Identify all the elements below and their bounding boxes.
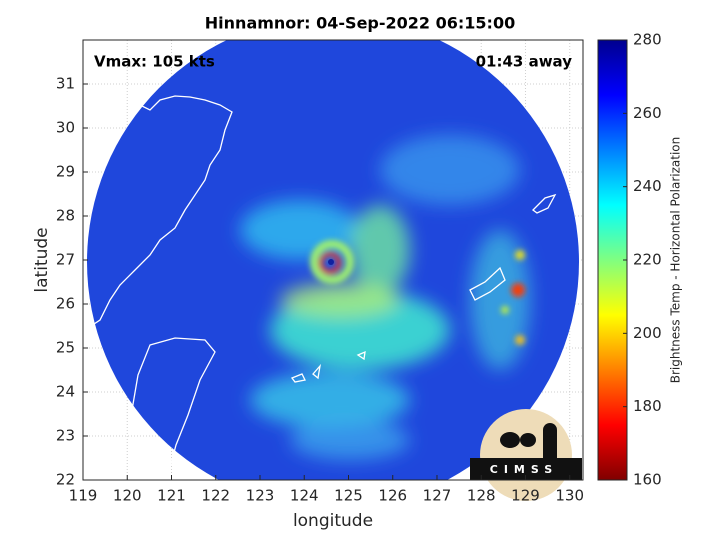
- x-tick-label: 120: [113, 487, 142, 505]
- colorbar-tick-label: 240: [633, 177, 662, 195]
- annotation-vmax: Vmax: 105 kts: [94, 53, 215, 71]
- x-tick-label: 123: [246, 487, 275, 505]
- y-tick-label: 23: [56, 427, 75, 445]
- x-tick-label: 129: [511, 487, 540, 505]
- colorbar-tick-label: 160: [633, 471, 662, 489]
- colorbar-label: Brightness Temp - Horizontal Polarizatio…: [669, 137, 683, 384]
- x-tick-label: 125: [334, 487, 363, 505]
- y-tick-label: 31: [56, 75, 75, 93]
- cimss-logo: CIMSS: [470, 409, 582, 501]
- x-tick-label: 122: [201, 487, 230, 505]
- y-tick-label: 30: [56, 119, 75, 137]
- y-axis-label: latitude: [32, 227, 52, 292]
- colorbar-tick-label: 200: [633, 324, 662, 342]
- x-tick-label: 126: [378, 487, 407, 505]
- x-tick-label: 119: [69, 487, 98, 505]
- y-tick-label: 27: [56, 251, 75, 269]
- x-tick-label: 130: [555, 487, 584, 505]
- x-tick-label: 127: [423, 487, 452, 505]
- annotation-time: 01:43 away: [476, 53, 573, 71]
- y-tick-label: 24: [56, 383, 75, 401]
- colorbar-tick-label: 220: [633, 251, 662, 269]
- colorbar: [597, 39, 628, 481]
- colorbar-tick-label: 260: [633, 104, 662, 122]
- colorbar-tick-label: 180: [633, 397, 662, 415]
- storm-image: [84, 40, 579, 480]
- y-tick-label: 22: [56, 471, 75, 489]
- y-tick-label: 25: [56, 339, 75, 357]
- y-tick-label: 26: [56, 295, 75, 313]
- axes: 119 120 121 122 123 124 125 126 127 128 129 130 22 23…: [56, 75, 584, 505]
- chart-title: Hinnamnor: 04-Sep-2022 06:15:00: [205, 14, 515, 33]
- x-tick-label: 124: [290, 487, 319, 505]
- colorbar-tick-label: 280: [633, 31, 662, 49]
- y-tick-label: 28: [56, 207, 75, 225]
- x-tick-label: 121: [157, 487, 186, 505]
- logo-text: CIMSS: [490, 463, 558, 476]
- y-tick-label: 29: [56, 163, 75, 181]
- x-tick-label: 128: [467, 487, 496, 505]
- x-axis-label: longitude: [293, 511, 373, 531]
